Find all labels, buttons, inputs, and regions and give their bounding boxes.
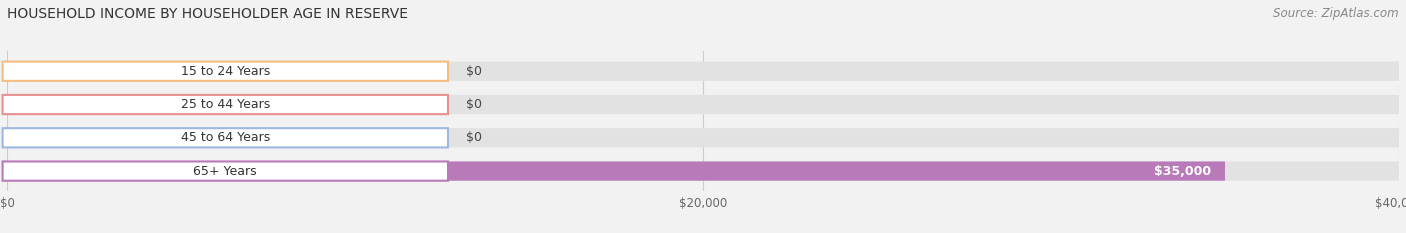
Text: $0: $0 [467,65,482,78]
Text: $0: $0 [467,131,482,144]
FancyBboxPatch shape [3,95,449,114]
Text: Source: ZipAtlas.com: Source: ZipAtlas.com [1274,7,1399,20]
FancyBboxPatch shape [7,161,1399,181]
Text: 25 to 44 Years: 25 to 44 Years [180,98,270,111]
Text: $35,000: $35,000 [1154,164,1211,178]
FancyBboxPatch shape [3,62,449,81]
Text: $0: $0 [467,98,482,111]
Text: 15 to 24 Years: 15 to 24 Years [180,65,270,78]
Text: 45 to 64 Years: 45 to 64 Years [180,131,270,144]
Text: HOUSEHOLD INCOME BY HOUSEHOLDER AGE IN RESERVE: HOUSEHOLD INCOME BY HOUSEHOLDER AGE IN R… [7,7,408,21]
FancyBboxPatch shape [3,128,449,147]
Text: 65+ Years: 65+ Years [194,164,257,178]
FancyBboxPatch shape [7,62,1399,81]
FancyBboxPatch shape [7,128,1399,147]
FancyBboxPatch shape [3,161,449,181]
FancyBboxPatch shape [7,95,1399,114]
FancyBboxPatch shape [7,161,1225,181]
